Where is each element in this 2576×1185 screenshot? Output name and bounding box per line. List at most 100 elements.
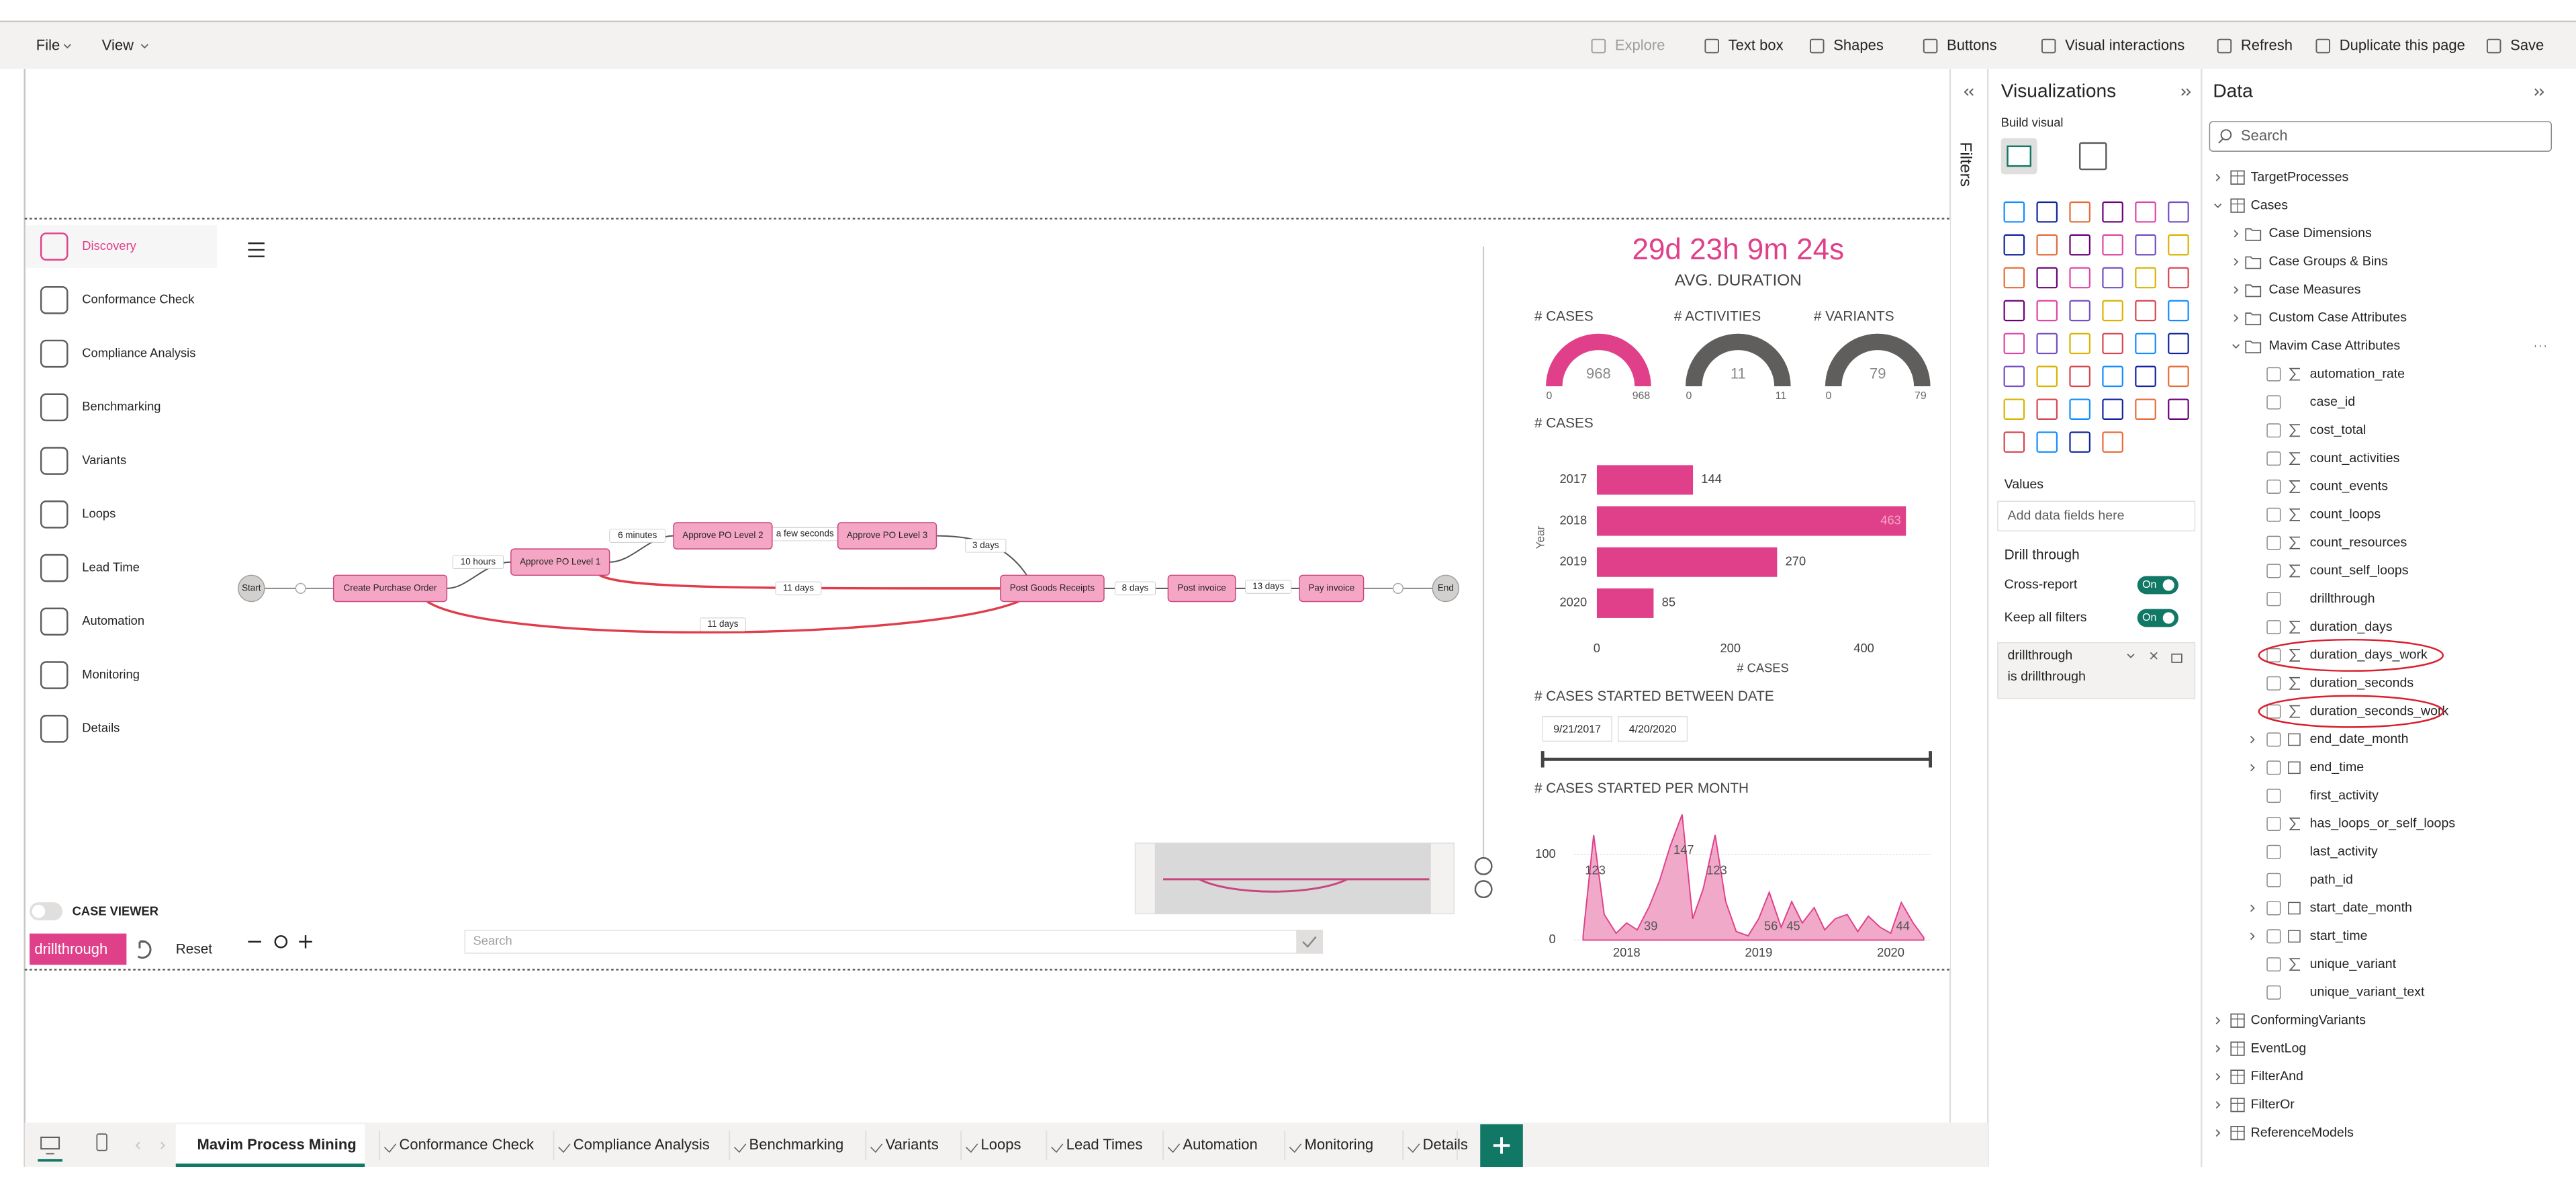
visual-type-icon[interactable] [2069, 333, 2090, 355]
visual-type-icon[interactable] [2135, 300, 2156, 322]
field-name[interactable]: end_date_month [2310, 732, 2409, 746]
visual-type-icon[interactable] [2036, 398, 2058, 421]
visual-type-icon[interactable] [2135, 398, 2156, 421]
menu-item[interactable]: Duplicate this page [2340, 36, 2465, 53]
checkbox[interactable] [2266, 451, 2281, 466]
folder-name[interactable]: Case Measures [2269, 282, 2361, 297]
field-name[interactable]: count_activities [2310, 451, 2400, 466]
visual-type-icon[interactable] [2003, 234, 2025, 256]
visual-type-icon[interactable] [2168, 267, 2189, 289]
checkbox[interactable] [2266, 957, 2281, 972]
visual-type-icon[interactable] [2135, 365, 2156, 388]
menu-item[interactable]: Shapes [1833, 36, 1884, 53]
visual-type-icon[interactable] [2168, 300, 2189, 322]
visual-type-icon[interactable] [2069, 267, 2090, 289]
table-name[interactable]: FilterOr [2251, 1097, 2295, 1112]
checkbox[interactable] [2266, 620, 2281, 635]
page-tab[interactable]: Monitoring [1304, 1136, 1373, 1153]
checkbox[interactable] [2266, 985, 2281, 1000]
reset-label[interactable]: Reset [176, 942, 213, 957]
checkbox[interactable] [2266, 873, 2281, 887]
checkbox[interactable] [2266, 732, 2281, 747]
visual-type-icon[interactable] [2135, 333, 2156, 355]
checkbox[interactable] [2266, 592, 2281, 607]
visual-type-icon[interactable] [2003, 333, 2025, 355]
checkbox[interactable] [2266, 844, 2281, 859]
nav-item[interactable]: Lead Time [82, 560, 140, 574]
slicer-end[interactable]: 4/20/2020 [1629, 723, 1677, 735]
visual-type-icon[interactable] [2036, 201, 2058, 223]
checkbox[interactable] [2266, 816, 2281, 831]
page-tab[interactable]: Automation [1183, 1136, 1257, 1153]
nav-item[interactable]: Details [82, 721, 120, 735]
checkbox[interactable] [2266, 929, 2281, 944]
drillthrough-button-label[interactable]: drillthrough [34, 940, 107, 957]
page-tab[interactable]: Lead Times [1066, 1136, 1143, 1153]
field-name[interactable]: start_date_month [2310, 900, 2412, 915]
zoom-slider-knob[interactable] [1474, 880, 1493, 899]
checkbox[interactable] [2266, 423, 2281, 438]
menu-item[interactable]: File [36, 36, 60, 53]
field-name[interactable]: case_id [2310, 394, 2355, 409]
field-name[interactable]: last_activity [2310, 844, 2378, 859]
page-tab[interactable]: Loops [981, 1136, 1021, 1153]
checkbox[interactable] [2266, 789, 2281, 803]
field-name[interactable]: automation_rate [2310, 366, 2405, 381]
visual-type-icon[interactable] [2003, 365, 2025, 388]
process-node[interactable] [1299, 574, 1365, 603]
process-node[interactable] [837, 522, 937, 550]
table-name[interactable]: FilterAnd [2251, 1069, 2303, 1084]
field-name[interactable]: unique_variant [2310, 957, 2397, 971]
checkbox[interactable] [2266, 507, 2281, 522]
filters-title[interactable]: Filters [1956, 142, 1974, 187]
visual-type-icon[interactable] [2102, 365, 2123, 388]
zoom-fit[interactable] [274, 935, 288, 949]
field-name[interactable]: count_loops [2310, 507, 2381, 521]
visual-type-icon[interactable] [2135, 234, 2156, 256]
nav-item[interactable]: Discovery [82, 238, 136, 253]
folder-name[interactable]: Case Dimensions [2269, 226, 2373, 240]
page-tab[interactable]: Mavim Process Mining [197, 1136, 357, 1153]
table-name[interactable]: Cases [2251, 198, 2289, 212]
visual-type-icon[interactable] [2102, 398, 2123, 421]
visual-type-icon[interactable] [2036, 267, 2058, 289]
field-name[interactable]: duration_days_work [2310, 648, 2428, 662]
visual-type-icon[interactable] [2168, 333, 2189, 355]
page-tab[interactable]: Conformance Check [399, 1136, 535, 1153]
field-name[interactable]: path_id [2310, 872, 2353, 887]
field-name[interactable]: cost_total [2310, 423, 2366, 437]
process-node[interactable] [1167, 574, 1236, 603]
visual-type-icon[interactable] [2069, 234, 2090, 256]
process-node[interactable] [1000, 574, 1105, 603]
page-tab[interactable]: Compliance Analysis [573, 1136, 710, 1153]
visual-type-icon[interactable] [2069, 201, 2090, 223]
menu-item[interactable]: Visual interactions [2065, 36, 2184, 53]
nav-item[interactable]: Automation [82, 613, 144, 627]
visual-type-icon[interactable] [2168, 365, 2189, 388]
visual-type-icon[interactable] [2036, 300, 2058, 322]
visual-type-icon[interactable] [2003, 267, 2025, 289]
field-name[interactable]: duration_seconds [2310, 675, 2414, 690]
visual-type-icon[interactable] [2135, 201, 2156, 223]
checkbox[interactable] [2266, 676, 2281, 691]
checkbox[interactable] [2266, 901, 2281, 916]
visual-type-icon[interactable] [2168, 201, 2189, 223]
process-node[interactable] [332, 574, 448, 603]
visual-type-icon[interactable] [2069, 431, 2090, 453]
visual-type-icon[interactable] [2003, 300, 2025, 322]
field-name[interactable]: first_activity [2310, 788, 2379, 803]
nav-item[interactable]: Variants [82, 453, 126, 467]
visual-type-icon[interactable] [2036, 365, 2058, 388]
checkbox[interactable] [2266, 648, 2281, 662]
menu-item[interactable]: View [102, 36, 134, 53]
checkbox[interactable] [2266, 535, 2281, 550]
nav-item[interactable]: Compliance Analysis [82, 345, 195, 359]
checkbox[interactable] [2266, 479, 2281, 494]
checkbox[interactable] [2266, 367, 2281, 382]
nav-item[interactable]: Monitoring [82, 667, 140, 681]
visual-type-icon[interactable] [2102, 201, 2123, 223]
nav-item[interactable]: Conformance Check [82, 292, 195, 306]
zoom-slider-knob[interactable] [1474, 857, 1493, 875]
nav-item[interactable]: Benchmarking [82, 399, 160, 413]
field-name[interactable]: duration_seconds_work [2310, 703, 2449, 718]
